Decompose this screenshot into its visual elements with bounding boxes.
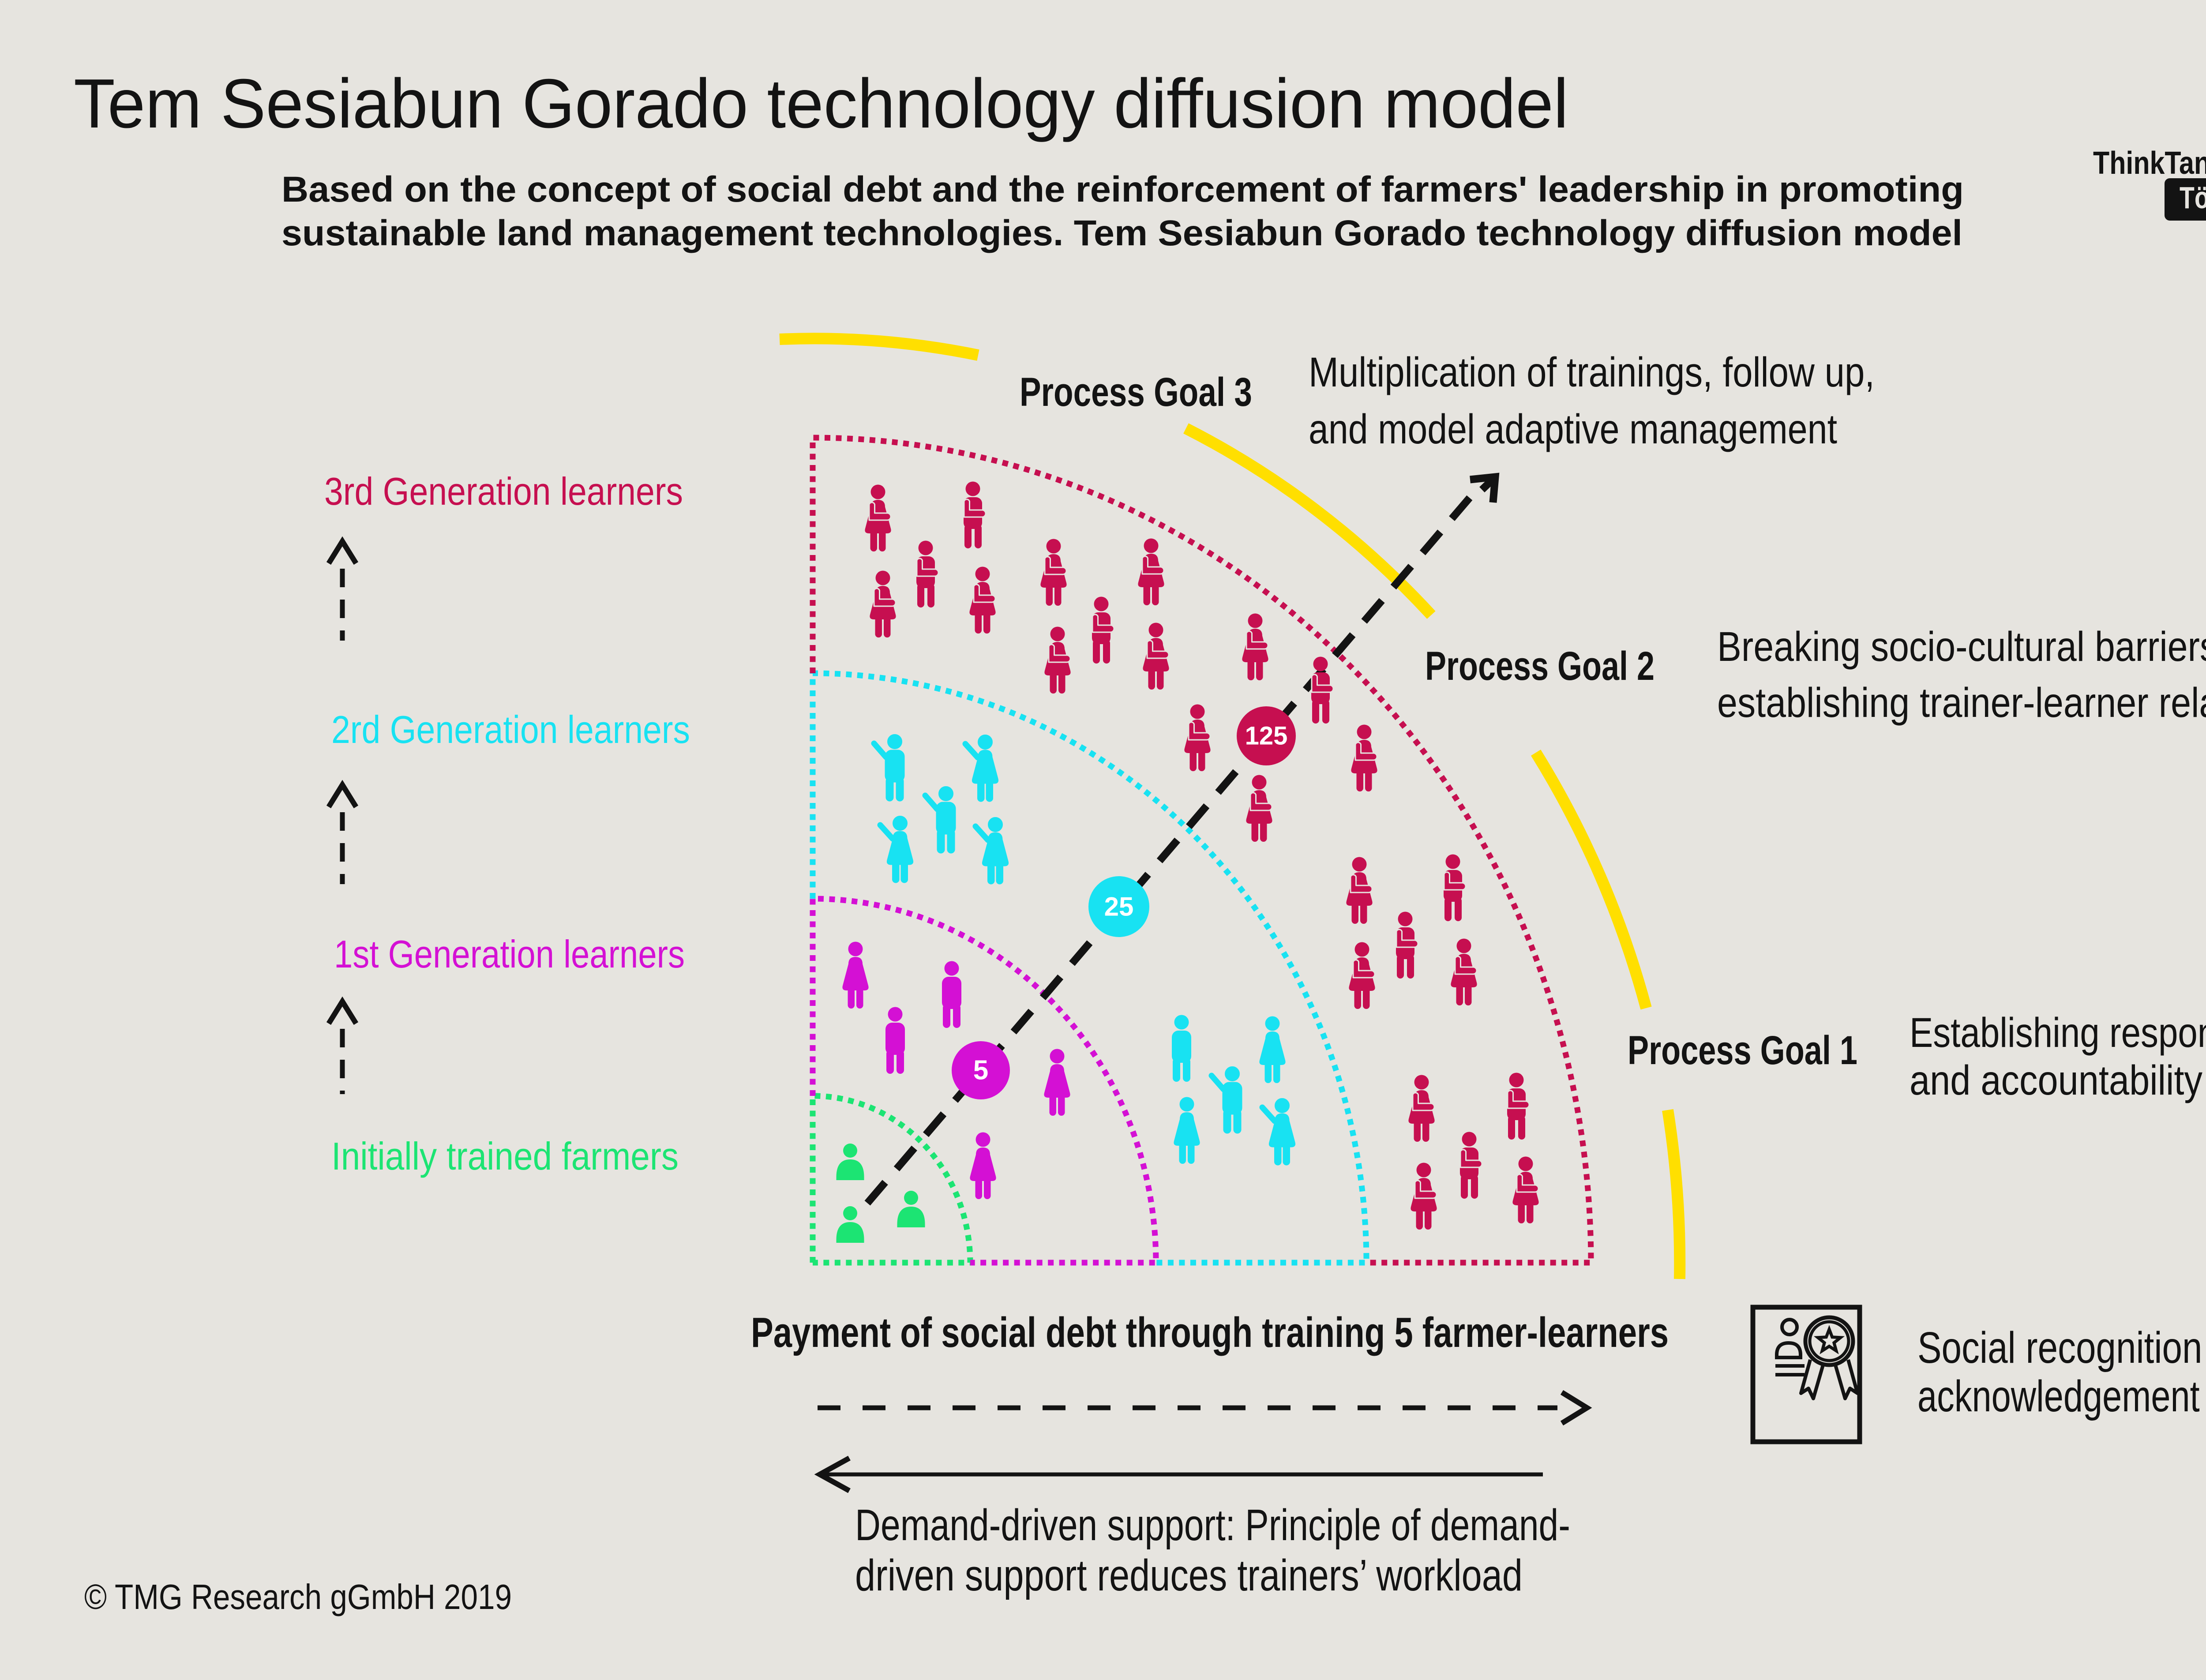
svg-text:Payment of social debt through: Payment of social debt through training … bbox=[751, 1309, 1669, 1356]
svg-text:and model adaptive management: and model adaptive management bbox=[1309, 406, 1837, 453]
svg-text:25: 25 bbox=[1104, 892, 1134, 922]
svg-text:Demand-driven support: Princip: Demand-driven support: Principle of dema… bbox=[855, 1500, 1570, 1550]
svg-text:driven support reduces trainer: driven support reduces trainers’ workloa… bbox=[855, 1551, 1523, 1600]
svg-text:acknowledgement of efforts: acknowledgement of efforts bbox=[1917, 1372, 2206, 1421]
svg-text:Establishing responsibilty: Establishing responsibilty bbox=[1910, 1009, 2206, 1056]
svg-text:and accountability: and accountability bbox=[1910, 1057, 2202, 1104]
svg-text:Multiplication of trainings, f: Multiplication of trainings, follow up, bbox=[1309, 349, 1875, 396]
svg-text:Breaking socio-cultural barrie: Breaking socio-cultural barriers/ bbox=[1717, 623, 2206, 670]
svg-text:125: 125 bbox=[1245, 722, 1288, 750]
svg-text:2rd Generation learners: 2rd Generation learners bbox=[331, 708, 690, 751]
svg-text:Initially trained farmers: Initially trained farmers bbox=[331, 1134, 679, 1178]
svg-text:Social recognition and public: Social recognition and public bbox=[1917, 1323, 2206, 1372]
svg-text:Töpfer Müller Gaßner: Töpfer Müller Gaßner bbox=[2180, 180, 2206, 215]
svg-text:Tem Sesiabun Gorado technology: Tem Sesiabun Gorado technology diffusion… bbox=[74, 65, 1568, 142]
svg-text:5: 5 bbox=[973, 1055, 988, 1086]
svg-text:1st Generation learners: 1st Generation learners bbox=[334, 932, 685, 976]
svg-text:Process Goal 3: Process Goal 3 bbox=[1020, 370, 1252, 415]
svg-text:3rd Generation learners: 3rd Generation learners bbox=[324, 469, 683, 513]
svg-text:Process Goal 1: Process Goal 1 bbox=[1628, 1028, 1857, 1073]
svg-text:establishing trainer-learner r: establishing trainer-learner relationshi… bbox=[1717, 679, 2206, 726]
svg-text:Process Goal 2: Process Goal 2 bbox=[1425, 644, 1654, 689]
svg-text:ThinkTankforSustainability: ThinkTankforSustainability bbox=[2093, 146, 2206, 181]
svg-text:Based on the concept of social: Based on the concept of social debt and … bbox=[281, 169, 1964, 210]
svg-text:© TMG Research gGmbH 2019: © TMG Research gGmbH 2019 bbox=[84, 1577, 512, 1616]
svg-text:sustainable land management te: sustainable land management technologies… bbox=[281, 213, 1962, 253]
